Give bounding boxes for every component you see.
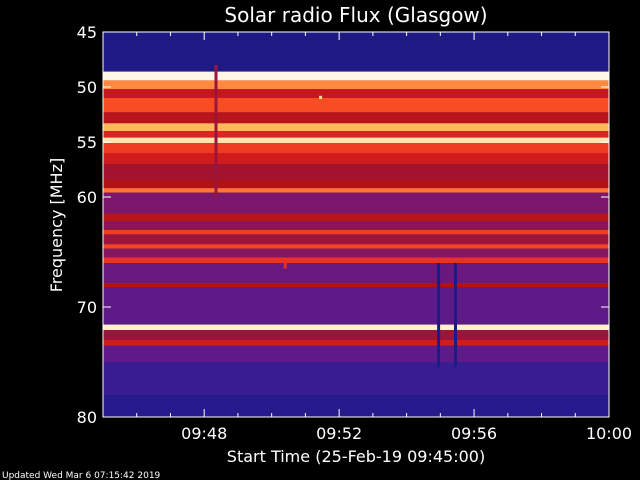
heatmap-band [103,192,609,214]
heatmap-band [103,230,609,235]
heatmap-band [103,188,609,193]
heatmap-band [103,263,609,283]
heatmap-band [103,41,609,72]
x-axis-ticks: 09:48 09:52 09:56 10:00 [102,32,632,443]
updated-timestamp: Updated Wed Mar 6 07:15:42 2019 [2,471,161,480]
axes [102,31,610,418]
heatmap-band [103,287,609,325]
y-tick-label: 55 [77,133,97,152]
artifact-layer [214,65,457,368]
signal-artifact [283,263,287,269]
heatmap-band [103,98,609,113]
heatmap-band [103,340,609,346]
heatmap-band [103,179,609,189]
heatmap-band [103,248,609,258]
heatmap-band [103,71,609,81]
heatmap-band [103,143,609,153]
x-tick-label: 09:52 [316,424,362,443]
heatmap-band [103,137,609,144]
heatmap-band [103,153,609,164]
heatmap-band [103,213,609,222]
heatmap-band [103,345,609,362]
plot-frame [102,31,610,418]
heatmap-band [103,257,609,263]
x-tick-label: 10:00 [586,424,632,443]
chart-title: Solar radio Flux (Glasgow) [224,3,487,27]
y-axis-label: Frequency [MHz] [47,158,66,292]
signal-artifact [319,95,323,100]
heatmap-band [103,282,609,288]
x-tick-label: 09:48 [181,424,227,443]
heatmap-band [103,234,609,245]
heatmap-band [103,221,609,230]
signal-artifact [454,263,457,368]
heatmap-band [103,131,609,138]
signal-artifact [437,263,441,368]
y-tick-label: 50 [77,78,97,97]
x-axis-label: Start Time (25-Feb-19 09:45:00) [227,447,485,466]
heatmap-band [103,330,609,340]
y-axis-ticks: 45 50 55 60 70 80 [77,23,609,427]
y-tick-label: 70 [77,298,97,317]
heatmap-band [103,123,609,131]
heatmap-band [103,164,609,180]
y-tick-label: 80 [77,408,97,427]
heatmap-band [103,80,609,90]
y-tick-label: 60 [77,188,97,207]
heatmap-area [103,32,609,417]
heatmap-band [103,112,609,124]
x-tick-label: 09:56 [451,424,497,443]
y-tick-label: 45 [77,23,97,42]
heatmap-band [103,395,609,417]
heatmap-band [103,362,609,395]
heatmap-band [103,89,609,98]
heatmap-band [103,324,609,331]
heatmap-band [103,32,609,42]
signal-artifact [214,65,218,197]
heatmap-band [103,244,609,249]
